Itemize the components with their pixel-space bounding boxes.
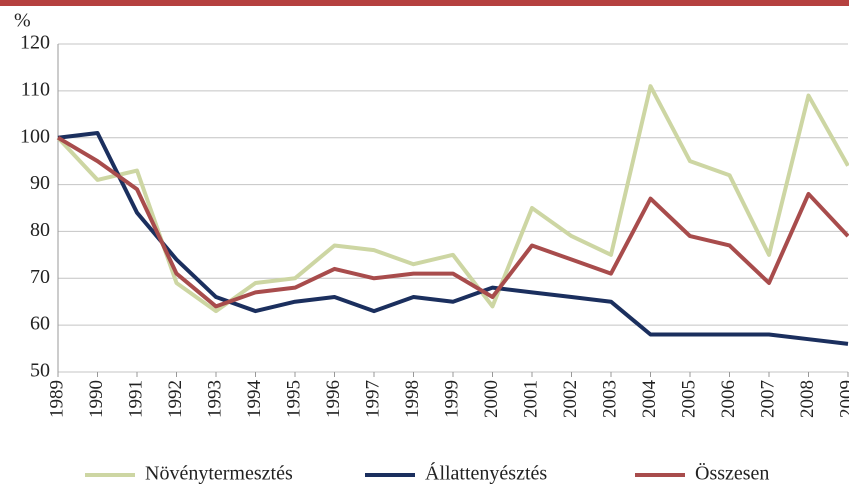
x-tick-label: 2003 — [599, 380, 620, 418]
x-tick-label: 2007 — [757, 380, 778, 418]
y-tick-label: 70 — [30, 266, 50, 288]
y-tick-label: 110 — [21, 78, 50, 100]
y-unit: % — [14, 10, 31, 32]
y-tick-label: 100 — [20, 125, 50, 147]
x-tick-label: 1992 — [165, 380, 186, 418]
y-tick-label: 60 — [30, 313, 50, 335]
x-tick-label: 2002 — [560, 380, 581, 418]
series-line — [56, 135, 849, 309]
y-tick-label: 120 — [20, 32, 50, 54]
x-tick-label: 2000 — [481, 380, 502, 418]
x-tick-label: 2004 — [639, 380, 660, 419]
y-tick-label: 50 — [30, 360, 50, 382]
x-tick-label: 2001 — [520, 380, 541, 418]
series-line — [57, 131, 849, 346]
top-bar — [0, 0, 849, 6]
x-tick-label: 2006 — [718, 380, 739, 418]
legend-label: Növénytermesztés — [145, 463, 293, 485]
x-tick-label: 1998 — [402, 380, 423, 418]
x-tick-label: 2009 — [836, 380, 849, 418]
x-tick-label: 1999 — [441, 380, 462, 418]
legend-label: Állattenyésztés — [425, 462, 547, 485]
x-tick-label: 1993 — [204, 380, 225, 418]
x-tick-label: 1997 — [362, 380, 383, 418]
x-tick-label: 1991 — [125, 380, 146, 418]
y-tick-label: 80 — [30, 219, 50, 241]
series-line — [56, 84, 849, 314]
legend-label: Összesen — [695, 462, 769, 485]
x-tick-label: 1995 — [283, 380, 304, 418]
x-tick-label: 1996 — [323, 380, 344, 418]
y-tick-label: 90 — [30, 172, 50, 194]
x-tick-label: 1989 — [46, 380, 67, 418]
x-tick-label: 1990 — [86, 380, 107, 418]
x-tick-label: 2005 — [678, 380, 699, 418]
x-tick-label: 1994 — [244, 380, 265, 419]
x-tick-label: 2008 — [797, 380, 818, 418]
